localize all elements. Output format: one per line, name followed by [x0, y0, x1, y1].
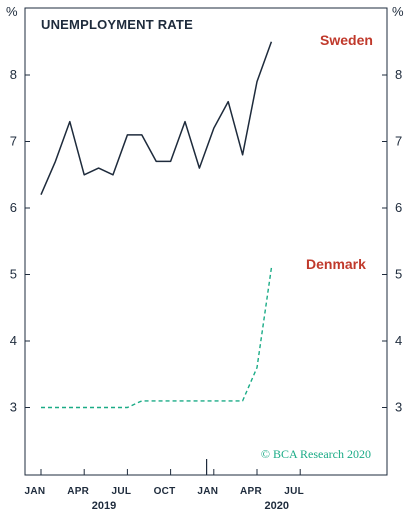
right-axis-unit: %: [392, 4, 404, 19]
ytick-label-left: 7: [10, 134, 17, 149]
xtick-label: OCT: [154, 486, 176, 497]
plot-frame: [24, 7, 388, 476]
year-label: 2019: [92, 500, 116, 512]
year-label: 2020: [265, 500, 289, 512]
left-axis-unit: %: [6, 4, 18, 19]
ytick-label-right: 4: [395, 333, 402, 348]
ytick-label-right: 8: [395, 67, 402, 82]
series-label-sweden: Sweden: [320, 32, 373, 48]
series-label-denmark: Denmark: [306, 256, 366, 272]
xtick-label: JUL: [112, 486, 132, 497]
ytick-label-left: 3: [10, 400, 17, 415]
chart-title: UNEMPLOYMENT RATE: [41, 17, 193, 32]
ytick-label-left: 8: [10, 67, 17, 82]
ytick-label-right: 3: [395, 400, 402, 415]
ytick-label-left: 4: [10, 333, 17, 348]
xtick-label: JUL: [284, 486, 304, 497]
xtick-label: JAN: [25, 486, 46, 497]
ytick-label-left: 6: [10, 200, 17, 215]
ytick-label-left: 5: [10, 267, 17, 282]
ytick-label-right: 7: [395, 134, 402, 149]
series-line-sweden: [40, 41, 273, 195]
ytick-label-right: 5: [395, 267, 402, 282]
ytick-label-right: 6: [395, 200, 402, 215]
xtick-label: APR: [67, 486, 89, 497]
xtick-label: JAN: [197, 486, 218, 497]
xtick-label: APR: [240, 486, 262, 497]
watermark: © BCA Research 2020: [261, 447, 371, 461]
series-line-denmark: [41, 267, 273, 409]
